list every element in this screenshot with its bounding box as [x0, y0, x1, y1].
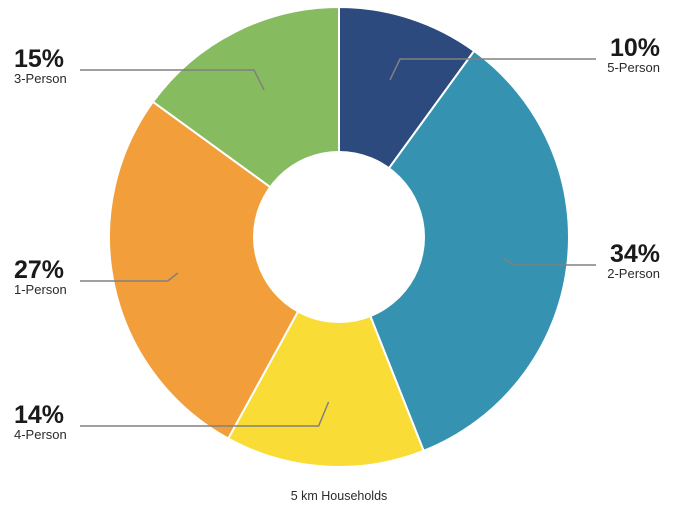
percent-label-2-person: 34% [610, 240, 660, 268]
percent-label-3-person: 15% [14, 45, 64, 73]
leader-line-2-person [502, 257, 596, 266]
donut-hole [253, 151, 425, 323]
category-label-2-person: 2-Person [607, 266, 660, 281]
slice-2-person [337, 49, 570, 453]
leader-line-3-person [80, 69, 265, 91]
leader-line-1-person [80, 272, 179, 282]
category-label-1-person: 1-Person [14, 282, 67, 297]
category-label-3-person: 3-Person [14, 71, 67, 86]
chart-caption: 5 km Households [291, 489, 388, 503]
percent-label-5-person: 10% [610, 34, 660, 62]
percent-label-4-person: 14% [14, 401, 64, 429]
slice-1-person [108, 100, 341, 440]
category-label-4-person: 4-Person [14, 427, 67, 442]
slice-4-person [226, 234, 425, 468]
category-label-5-person: 5-Person [607, 60, 660, 75]
slice-labels: 10%5-Person 34%2-Person 14%4-Person 27%1-Pe… [14, 34, 660, 442]
leader-line-5-person [389, 58, 596, 81]
percent-label-1-person: 27% [14, 256, 64, 284]
leader-line-4-person [80, 401, 330, 427]
leader-lines [80, 58, 596, 427]
